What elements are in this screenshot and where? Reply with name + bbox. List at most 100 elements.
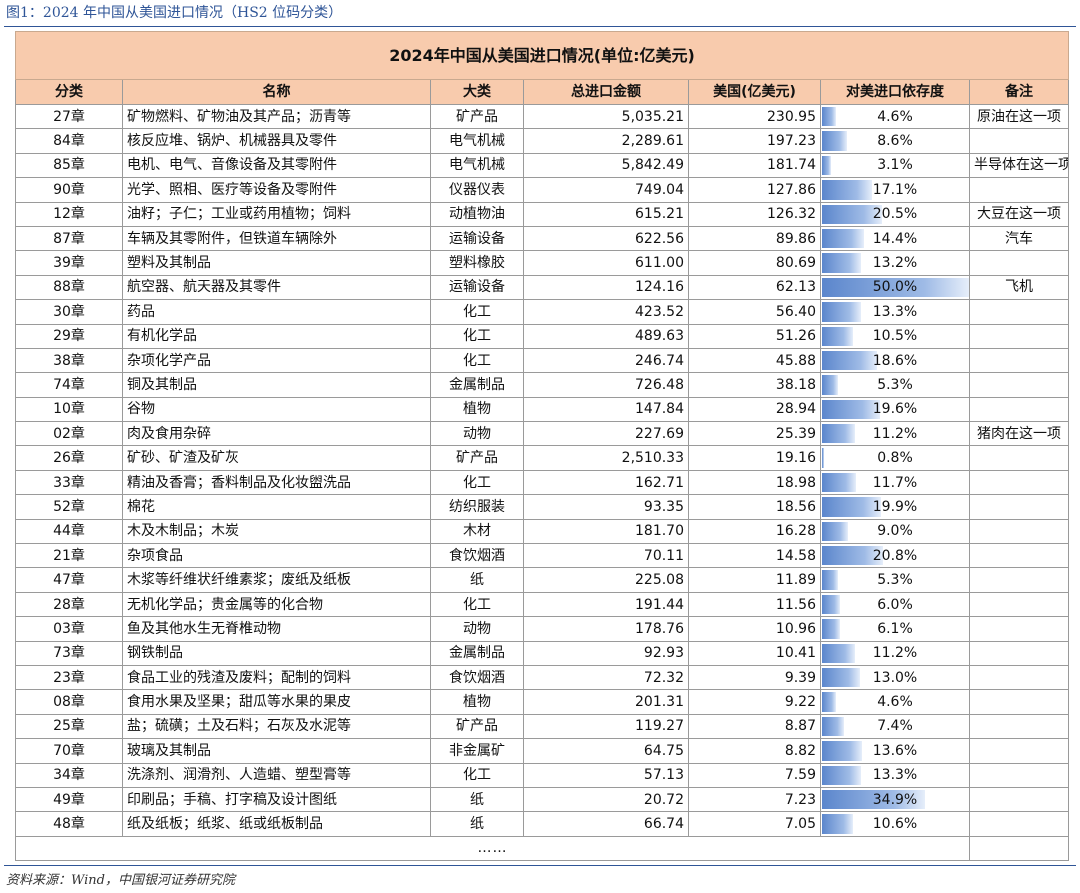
cell-name: 食用水果及坚果；甜瓜等水果的果皮 (122, 689, 431, 715)
cell-total: 5,035.21 (523, 103, 689, 130)
cell-dependence: 4.6% (820, 689, 970, 715)
cell-code: 23章 (15, 664, 123, 691)
table-row: 48章 纸及纸板；纸浆、纸或纸板制品纸 66.74 7.05 10.6% (15, 811, 1069, 837)
ellipsis: …… (15, 835, 970, 862)
cell-dependence: 11.2% (820, 421, 970, 447)
cell-dependence: 0.8% (820, 445, 970, 471)
table-row: 25章 盐；硫磺；土及石料；石灰及水泥等 矿产品 119.27 8.87 7.4% (15, 713, 1069, 740)
dependence-bar (822, 399, 880, 420)
dependence-bar (822, 228, 865, 249)
cell-name: 棉花 (122, 494, 431, 520)
cell-name: 肉及食用杂碎 (122, 421, 431, 447)
dependence-bar (822, 741, 862, 761)
dependence-bar (822, 424, 855, 444)
cell-total: 178.76 (523, 616, 689, 642)
cell-dependence: 19.6% (820, 396, 970, 423)
table-row: 28章 无机化学品；贵金属等的化合物 化工 191.44 11.56 6.0% (15, 591, 1069, 618)
cell-name: 无机化学品；贵金属等的化合物 (122, 591, 431, 618)
cell-us: 10.96 (688, 616, 821, 642)
cell-name: 药品 (122, 299, 431, 325)
cell-code: 28章 (15, 591, 123, 618)
cell-category: 化工 (430, 591, 524, 618)
cell-category: 木材 (430, 518, 524, 545)
cell-us: 9.39 (688, 664, 821, 691)
table-header-row: 分类 名称 大类 总进口金额 美国(亿美元) 对美进口依存度 备注 (15, 79, 1069, 105)
cell-name: 塑料及其制品 (122, 250, 431, 276)
dependence-bar (822, 643, 855, 663)
table-row: 47章 木浆等纤维状纤维素浆；废纸及纸板纸 225.08 11.89 5.3% (15, 567, 1069, 593)
cell-note (969, 689, 1069, 715)
dependence-bar (822, 131, 848, 151)
dependence-value: 11.2% (872, 425, 918, 442)
dependence-value: 6.0% (877, 596, 913, 613)
cell-dependence: 13.3% (820, 762, 970, 788)
dependence-bar (822, 350, 877, 371)
cell-note (969, 299, 1069, 325)
table-row: 85章 电机、电气、音像设备及其零附件 电气机械 5,842.49 181.74 3.1%… (15, 152, 1069, 179)
cell-total: 2,510.33 (523, 445, 689, 471)
cell-note (969, 396, 1069, 423)
cell-note (969, 543, 1069, 569)
cell-name: 核反应堆、锅炉、机械器具及零件 (122, 128, 431, 154)
cell-name: 食品工业的残渣及废料；配制的饲料 (122, 664, 431, 691)
cell-dependence: 4.6% (820, 103, 970, 130)
cell-code: 70章 (15, 738, 123, 764)
cell-code: 03章 (15, 616, 123, 642)
cell-note: 猪肉在这一项 (969, 421, 1069, 447)
dependence-value: 13.3% (872, 303, 918, 320)
cell-us: 16.28 (688, 518, 821, 545)
table-row: 03章 鱼及其他水生无脊椎动物 动物 178.76 10.96 6.1% (15, 616, 1069, 642)
cell-note (969, 591, 1069, 618)
dependence-bar (822, 448, 825, 468)
cell-code: 38章 (15, 347, 123, 374)
cell-category: 动物 (430, 616, 524, 642)
cell-dependence: 9.0% (820, 518, 970, 545)
cell-name: 矿砂、矿渣及矿灰 (122, 445, 431, 471)
cell-us: 197.23 (688, 128, 821, 154)
cell-code: 87章 (15, 225, 123, 252)
cell-dependence: 13.3% (820, 299, 970, 325)
table-row: 90章 光学、照相、医疗等设备及零附件 仪器仪表 749.04 127.86 17.1% (15, 177, 1069, 203)
dependence-value: 0.8% (877, 450, 913, 467)
dependence-bar (822, 594, 840, 615)
cell-code: 29章 (15, 323, 123, 349)
dependence-bar (822, 180, 873, 200)
cell-category: 非金属矿 (430, 738, 524, 764)
cell-note (969, 664, 1069, 691)
dependence-bar (822, 667, 861, 688)
cell-category: 金属制品 (430, 372, 524, 398)
cell-dependence: 6.1% (820, 616, 970, 642)
cell-name: 谷物 (122, 396, 431, 423)
cell-name: 矿物燃料、矿物油及其产品；沥青等 (122, 103, 431, 130)
cell-note (969, 738, 1069, 764)
dependence-bar (822, 521, 849, 542)
header-name: 名称 (122, 79, 431, 105)
cell-category: 纸 (430, 567, 524, 593)
cell-code: 12章 (15, 201, 123, 227)
table-row: 33章 精油及香膏；香料制品及化妆盥洗品 化工 162.71 18.98 11.7% (15, 469, 1069, 496)
cell-total: 5,842.49 (523, 152, 689, 179)
dependence-bar (822, 204, 883, 224)
cell-category: 植物 (430, 689, 524, 715)
table-row: 30章 药品 化工 423.52 56.40 13.3% (15, 299, 1069, 325)
cell-dependence: 10.6% (820, 811, 970, 837)
cell-name: 钢铁制品 (122, 640, 431, 666)
table-row: 38章 杂项化学产品 化工 246.74 45.88 18.6% (15, 347, 1069, 374)
cell-category: 金属制品 (430, 640, 524, 666)
cell-us: 126.32 (688, 201, 821, 227)
dependence-bar (822, 570, 838, 590)
dependence-value: 6.1% (877, 620, 913, 637)
dependence-bar (822, 375, 838, 395)
cell-us: 11.56 (688, 591, 821, 618)
cell-note: 原油在这一项 (969, 103, 1069, 130)
cell-category: 化工 (430, 299, 524, 325)
figure-title: 图1：2024 年中国从美国进口情况（HS2 位码分类） (6, 5, 343, 21)
cell-note (969, 372, 1069, 398)
cell-total: 622.56 (523, 225, 689, 252)
cell-category: 纸 (430, 786, 524, 813)
cell-note (969, 567, 1069, 593)
cell-code: 90章 (15, 177, 123, 203)
cell-dependence: 5.3% (820, 567, 970, 593)
cell-code: 10章 (15, 396, 123, 423)
cell-note: 飞机 (969, 274, 1069, 301)
